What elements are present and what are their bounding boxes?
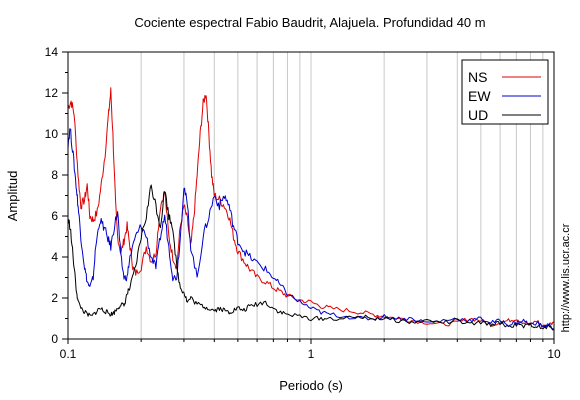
legend: NS EW UD — [461, 59, 549, 125]
credit-url: http://www.lis.ucr.ac.cr — [560, 223, 572, 332]
x-tick-label: 0.1 — [60, 347, 77, 361]
x-axis-ticks: 0.1 1 10 — [60, 339, 561, 361]
y-tick-label: 4 — [51, 250, 58, 264]
series-line-ns — [67, 87, 555, 328]
series-line-ew — [67, 128, 555, 330]
legend-box — [461, 59, 549, 125]
legend-label-ew: EW — [468, 88, 491, 104]
y-tick-label: 14 — [45, 45, 59, 59]
legend-label-ud: UD — [468, 107, 488, 123]
x-tick-label: 10 — [547, 347, 561, 361]
x-axis-label: Periodo (s) — [279, 378, 343, 393]
y-axis-label: Amplitud — [5, 171, 20, 222]
chart-title: Cociente espectral Fabio Baudrit, Alajue… — [134, 15, 485, 30]
y-tick-label: 12 — [45, 86, 59, 100]
y-tick-label: 10 — [45, 127, 59, 141]
y-tick-label: 0 — [51, 332, 58, 346]
legend-label-ns: NS — [468, 69, 487, 85]
x-tick-label: 1 — [308, 347, 315, 361]
series-line-ud — [67, 184, 555, 331]
series-lines — [67, 87, 555, 331]
y-axis-ticks: 0 2 4 6 8 10 12 14 — [45, 45, 68, 346]
y-tick-label: 8 — [51, 168, 58, 182]
y-tick-label: 6 — [51, 209, 58, 223]
y-tick-label: 2 — [51, 291, 58, 305]
